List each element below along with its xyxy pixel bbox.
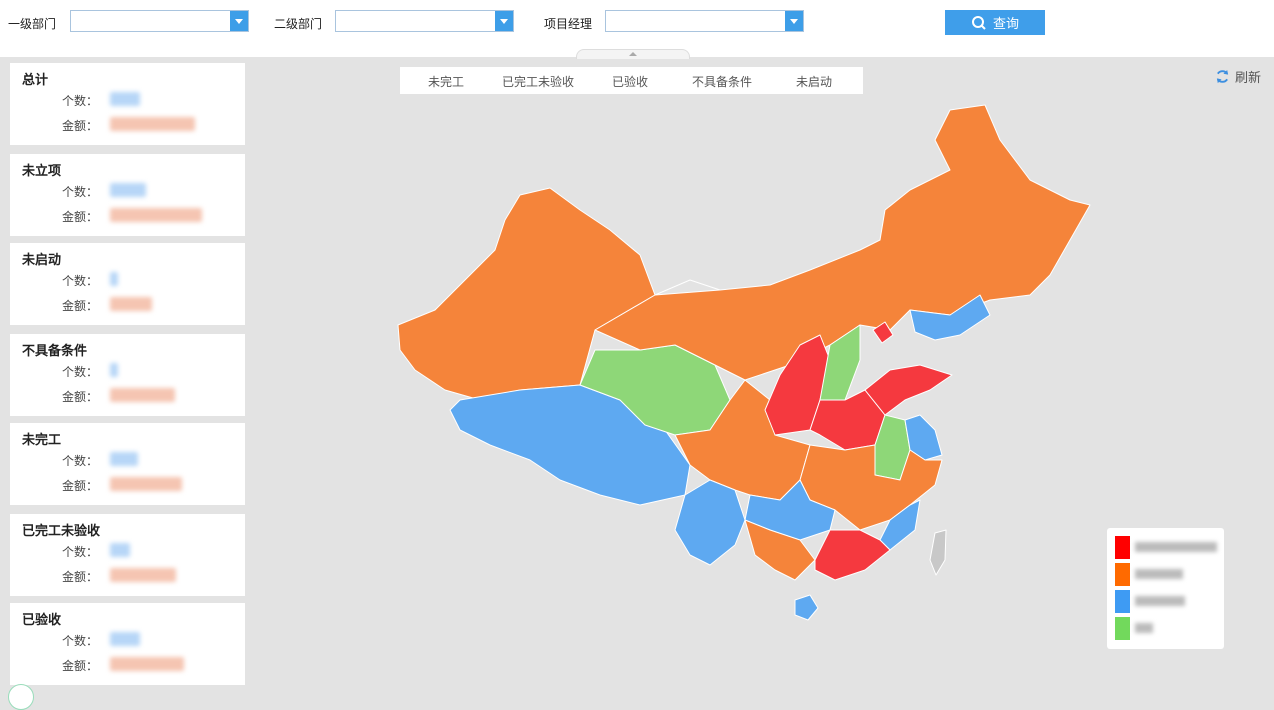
redacted-amount bbox=[110, 297, 152, 311]
region-shandong[interactable] bbox=[864, 364, 953, 416]
stat-card-not-approved: 未立项 个数： 金额： bbox=[10, 154, 245, 236]
redacted-count bbox=[110, 363, 118, 377]
stat-card-unfinished: 未完工 个数： 金额： bbox=[10, 423, 245, 505]
redacted-amount bbox=[110, 208, 202, 222]
region-yunnan[interactable] bbox=[674, 479, 746, 566]
stat-card-title: 未立项 bbox=[22, 164, 62, 179]
redacted-legend-label bbox=[1135, 596, 1185, 606]
scroll-indicator[interactable] bbox=[8, 684, 34, 710]
count-label: 个数： bbox=[62, 634, 99, 648]
stat-card-total: 总计 个数： 金额： bbox=[10, 63, 245, 145]
manager-label: 项目经理 bbox=[544, 17, 593, 31]
count-label: 个数： bbox=[62, 454, 99, 468]
redacted-count bbox=[110, 183, 146, 197]
redacted-count bbox=[110, 543, 130, 557]
refresh-label: 刷新 bbox=[1235, 71, 1262, 86]
region-liaoning[interactable] bbox=[909, 294, 991, 341]
redacted-count bbox=[110, 452, 138, 466]
amount-label: 金额： bbox=[62, 570, 99, 584]
redacted-count bbox=[110, 92, 140, 106]
stat-card-title: 不具备条件 bbox=[22, 344, 88, 359]
stat-card-title: 未完工 bbox=[22, 433, 62, 448]
query-button[interactable]: 查询 bbox=[945, 10, 1045, 35]
dept1-select[interactable] bbox=[70, 10, 249, 32]
amount-label: 金额： bbox=[62, 479, 99, 493]
count-label: 个数： bbox=[62, 94, 99, 108]
redacted-amount bbox=[110, 117, 195, 131]
region-guangdong[interactable] bbox=[814, 529, 891, 581]
chevron-down-icon[interactable] bbox=[785, 11, 803, 31]
amount-label: 金额： bbox=[62, 210, 99, 224]
china-map bbox=[397, 104, 1091, 621]
region-guangxi[interactable] bbox=[744, 519, 816, 581]
redacted-legend-label bbox=[1135, 542, 1217, 552]
count-label: 个数： bbox=[62, 545, 99, 559]
stat-card-done-not-accepted: 已完工未验收 个数： 金额： bbox=[10, 514, 245, 596]
refresh-icon bbox=[1216, 69, 1229, 84]
redacted-legend-label bbox=[1135, 623, 1153, 633]
region-beijing[interactable] bbox=[872, 321, 894, 344]
map-legend bbox=[1107, 528, 1224, 649]
legend-swatch[interactable] bbox=[1115, 563, 1130, 586]
query-button-label: 查询 bbox=[992, 16, 1019, 31]
amount-label: 金额： bbox=[62, 659, 99, 673]
amount-label: 金额： bbox=[62, 119, 99, 133]
redacted-count bbox=[110, 272, 118, 286]
region-taiwan[interactable] bbox=[929, 529, 947, 576]
region-central[interactable] bbox=[799, 444, 943, 531]
stat-card-title: 总计 bbox=[22, 73, 49, 88]
dept2-label: 二级部门 bbox=[274, 17, 323, 31]
legend-swatch[interactable] bbox=[1115, 536, 1130, 559]
dept1-label: 一级部门 bbox=[8, 17, 57, 31]
amount-label: 金额： bbox=[62, 390, 99, 404]
tab-done-not-accepted[interactable]: 已完工未验收 bbox=[502, 75, 575, 89]
count-label: 个数： bbox=[62, 365, 99, 379]
legend-swatch[interactable] bbox=[1115, 617, 1130, 640]
filter-bar: 一级部门 二级部门 项目经理 查询 bbox=[0, 0, 1274, 57]
dept2-select[interactable] bbox=[335, 10, 514, 32]
tab-accepted[interactable]: 已验收 bbox=[612, 75, 649, 89]
legend-swatch[interactable] bbox=[1115, 590, 1130, 613]
region-shanxi[interactable] bbox=[819, 324, 861, 401]
redacted-count bbox=[110, 632, 140, 646]
status-tab-bar: 未完工 已完工未验收 已验收 不具备条件 未启动 bbox=[400, 67, 863, 94]
redacted-legend-label bbox=[1135, 569, 1183, 579]
redacted-amount bbox=[110, 477, 182, 491]
stat-card-title: 已验收 bbox=[22, 613, 62, 628]
count-label: 个数： bbox=[62, 274, 99, 288]
collapse-toggle[interactable] bbox=[576, 49, 690, 59]
redacted-amount bbox=[110, 657, 184, 671]
stat-card-accepted: 已验收 个数： 金额： bbox=[10, 603, 245, 685]
redacted-amount bbox=[110, 568, 176, 582]
tab-not-qualified[interactable]: 不具备条件 bbox=[692, 75, 753, 89]
stat-card-not-started: 未启动 个数： 金额： bbox=[10, 243, 245, 325]
tab-unfinished[interactable]: 未完工 bbox=[428, 75, 465, 89]
redacted-amount bbox=[110, 388, 175, 402]
stat-card-title: 未启动 bbox=[22, 253, 62, 268]
stat-card-title: 已完工未验收 bbox=[22, 524, 101, 539]
manager-select[interactable] bbox=[605, 10, 804, 32]
chevron-down-icon[interactable] bbox=[230, 11, 248, 31]
chevron-down-icon[interactable] bbox=[495, 11, 513, 31]
refresh-button[interactable]: 刷新 bbox=[1215, 67, 1261, 86]
stat-card-not-qualified: 不具备条件 个数： 金额： bbox=[10, 334, 245, 416]
tab-not-started[interactable]: 未启动 bbox=[796, 75, 833, 89]
search-icon bbox=[971, 15, 986, 30]
count-label: 个数： bbox=[62, 185, 99, 199]
amount-label: 金额： bbox=[62, 299, 99, 313]
region-hainan[interactable] bbox=[794, 594, 819, 621]
